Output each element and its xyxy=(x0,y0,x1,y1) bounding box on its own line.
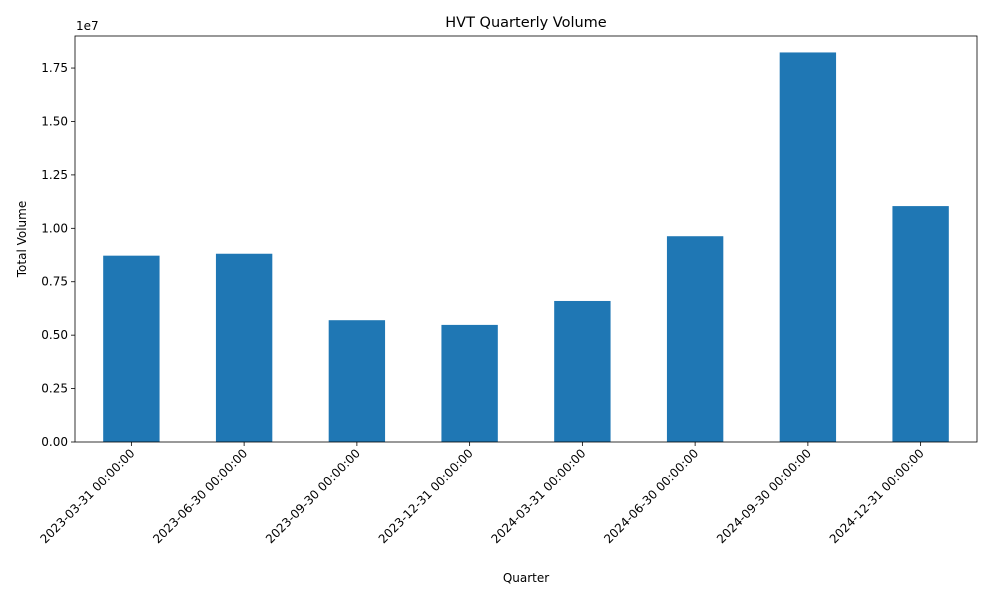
y-tick-label: 0.75 xyxy=(41,275,68,289)
bar xyxy=(328,320,386,442)
bar xyxy=(103,255,160,442)
y-tick-label: 0.25 xyxy=(41,382,68,396)
y-tick-label: 0.00 xyxy=(41,435,68,449)
y-axis-offset-label: 1e7 xyxy=(76,19,99,33)
y-tick-label: 1.25 xyxy=(41,168,68,182)
y-tick-label: 1.50 xyxy=(41,114,68,128)
x-tick-label: 2024-06-30 00:00:00 xyxy=(601,446,701,546)
bar xyxy=(892,206,949,442)
y-tick-label: 1.75 xyxy=(41,61,68,75)
chart-title: HVT Quarterly Volume xyxy=(445,15,607,31)
y-tick-label: 1.00 xyxy=(41,221,68,235)
x-tick-label: 2023-12-31 00:00:00 xyxy=(376,446,476,546)
plot-area: 0.00 0.25 0.50 0.75 1.00 1.25 1.50 1.75 2023-03-… xyxy=(37,35,978,546)
x-tick-label: 2024-12-31 00:00:00 xyxy=(827,446,927,546)
bar xyxy=(215,253,273,442)
x-tick-label: 2024-09-30 00:00:00 xyxy=(714,446,814,546)
y-axis-label: Total Volume xyxy=(15,201,29,278)
x-tick-label: 2023-09-30 00:00:00 xyxy=(263,446,363,546)
x-tick-label: 2023-06-30 00:00:00 xyxy=(150,446,250,546)
x-axis-label: Quarter xyxy=(503,571,549,585)
y-tick-label: 0.50 xyxy=(41,328,68,342)
x-tick-label: 2024-03-31 00:00:00 xyxy=(488,446,588,546)
bar xyxy=(666,236,724,442)
bar xyxy=(554,300,611,442)
axes-frame xyxy=(74,35,978,443)
bar xyxy=(779,52,837,443)
x-tick-label: 2023-03-31 00:00:00 xyxy=(37,446,137,546)
bar xyxy=(441,324,498,442)
